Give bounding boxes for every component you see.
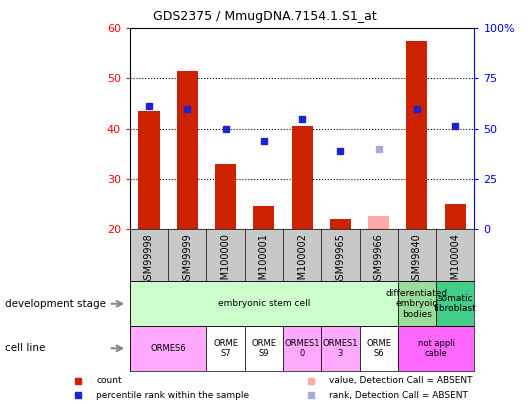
Text: ORME
S9: ORME S9 bbox=[251, 339, 276, 358]
Bar bbox=[215, 164, 236, 229]
Text: count: count bbox=[96, 376, 122, 385]
Bar bbox=[330, 219, 351, 229]
Bar bbox=[245, 326, 283, 371]
Text: ORME
S6: ORME S6 bbox=[366, 339, 391, 358]
Bar bbox=[253, 206, 275, 229]
Text: GSM99840: GSM99840 bbox=[412, 233, 422, 286]
Bar bbox=[359, 326, 398, 371]
Text: GSM100000: GSM100000 bbox=[220, 233, 231, 292]
Text: GDS2375 / MmugDNA.7154.1.S1_at: GDS2375 / MmugDNA.7154.1.S1_at bbox=[153, 10, 377, 23]
Text: GSM100002: GSM100002 bbox=[297, 233, 307, 292]
Text: rank, Detection Call = ABSENT: rank, Detection Call = ABSENT bbox=[330, 391, 469, 400]
Text: ORMES6: ORMES6 bbox=[151, 344, 186, 353]
Text: GSM99998: GSM99998 bbox=[144, 233, 154, 286]
Bar bbox=[368, 216, 389, 229]
Bar bbox=[398, 326, 474, 371]
Text: embryonic stem cell: embryonic stem cell bbox=[218, 299, 310, 308]
Text: GSM99965: GSM99965 bbox=[335, 233, 346, 286]
Bar bbox=[398, 281, 436, 326]
Text: somatic
fibroblast: somatic fibroblast bbox=[434, 294, 476, 313]
Text: not appli
cable: not appli cable bbox=[418, 339, 455, 358]
Bar bbox=[130, 281, 398, 326]
Bar bbox=[407, 41, 428, 229]
Text: cell line: cell line bbox=[5, 343, 46, 353]
Text: GSM99966: GSM99966 bbox=[374, 233, 384, 286]
Bar bbox=[436, 281, 474, 326]
Bar bbox=[321, 326, 359, 371]
Bar bbox=[206, 326, 245, 371]
Bar bbox=[283, 326, 321, 371]
Bar bbox=[130, 326, 206, 371]
Text: differentiated
embryoid
bodies: differentiated embryoid bodies bbox=[386, 289, 448, 319]
Text: ORME
S7: ORME S7 bbox=[213, 339, 238, 358]
Text: GSM100004: GSM100004 bbox=[450, 233, 460, 292]
Bar bbox=[292, 126, 313, 229]
Text: ORMES1
3: ORMES1 3 bbox=[323, 339, 358, 358]
Text: percentile rank within the sample: percentile rank within the sample bbox=[96, 391, 250, 400]
Text: value, Detection Call = ABSENT: value, Detection Call = ABSENT bbox=[330, 376, 473, 385]
Bar bbox=[445, 204, 466, 229]
Text: GSM100001: GSM100001 bbox=[259, 233, 269, 292]
Text: development stage: development stage bbox=[5, 299, 107, 309]
Text: ORMES1
0: ORMES1 0 bbox=[285, 339, 320, 358]
Bar bbox=[176, 71, 198, 229]
Bar bbox=[138, 111, 160, 229]
Text: GSM99999: GSM99999 bbox=[182, 233, 192, 286]
